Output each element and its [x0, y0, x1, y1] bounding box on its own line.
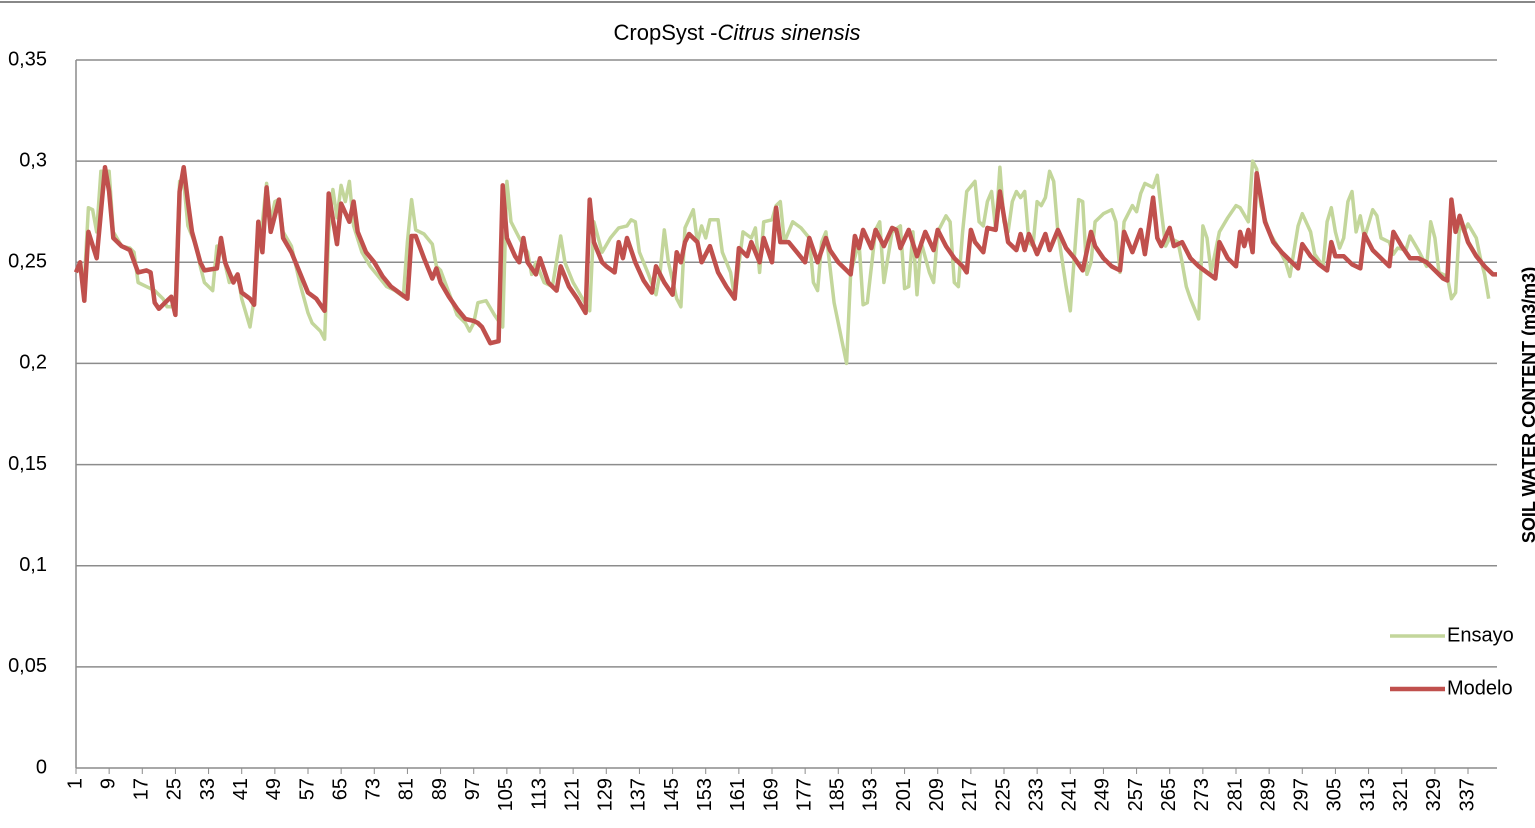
- x-tick-label: 9: [97, 778, 119, 789]
- x-tick-label: 25: [164, 778, 186, 800]
- title-italic: Citrus sinensis: [717, 20, 860, 45]
- x-tick-label: 97: [462, 778, 484, 800]
- x-tick-label: 169: [760, 778, 782, 811]
- x-tick-label: 73: [363, 778, 385, 800]
- x-tick-label: 313: [1357, 778, 1379, 811]
- y-tick-label: 0,1: [19, 554, 47, 576]
- x-tick-label: 137: [628, 778, 650, 811]
- x-tick-label: 209: [926, 778, 948, 811]
- x-tick-label: 113: [528, 778, 550, 810]
- y-tick-label: 0,15: [8, 453, 47, 475]
- x-tick-label: 153: [694, 778, 716, 811]
- x-tick-label: 105: [495, 778, 517, 811]
- y-tick-label: 0,25: [8, 251, 47, 273]
- x-tick-label: 233: [1025, 778, 1047, 811]
- x-tick-label: 129: [595, 778, 617, 811]
- legend-label: Modelo: [1447, 677, 1513, 699]
- x-tick-label: 121: [561, 778, 583, 811]
- x-tick-label: 273: [1191, 778, 1213, 811]
- x-tick-label: 265: [1158, 778, 1180, 811]
- x-tick-label: 193: [860, 778, 882, 811]
- x-tick-label: 65: [329, 778, 351, 800]
- x-tick-label: 321: [1390, 778, 1412, 811]
- y-tick-label: 0,2: [19, 352, 47, 374]
- x-tick-label: 33: [197, 778, 219, 800]
- y-tick-label: 0,3: [19, 149, 47, 171]
- x-tick-label: 297: [1291, 778, 1313, 811]
- x-tick-label: 177: [793, 778, 815, 811]
- x-tick-label: 89: [429, 778, 451, 800]
- y-tick-label: 0: [36, 756, 47, 778]
- x-tick-label: 57: [296, 778, 318, 800]
- x-tick-label: 49: [263, 778, 285, 800]
- series-line: [73, 164, 1497, 346]
- y-tick-label: 0,05: [8, 655, 47, 677]
- x-tick-label: 201: [893, 778, 915, 811]
- x-tick-label: 1: [64, 778, 86, 789]
- chart-title: CropSyst -Citrus sinensis: [614, 20, 861, 45]
- x-tick-label: 241: [1059, 778, 1081, 811]
- x-tick-label: 145: [661, 778, 683, 811]
- x-tick-label: 337: [1456, 778, 1478, 811]
- x-tick-label: 305: [1324, 778, 1346, 811]
- x-tick-label: 329: [1423, 778, 1445, 811]
- title-text: CropSyst -: [614, 20, 718, 45]
- x-tick-label: 185: [827, 778, 849, 811]
- x-tick-label: 41: [230, 778, 252, 800]
- x-tick-label: 225: [992, 778, 1014, 811]
- y-tick-label: 0,35: [8, 48, 47, 70]
- x-tick-label: 81: [396, 778, 418, 800]
- x-tick-label: 161: [727, 778, 749, 811]
- x-tick-label: 217: [959, 778, 981, 811]
- x-tick-label: 249: [1092, 778, 1114, 811]
- x-tick-label: 289: [1257, 778, 1279, 811]
- legend-label: Ensayo: [1447, 624, 1514, 646]
- y-axis-label: SOIL WATER CONTENT (m3/m3): [1519, 267, 1535, 543]
- x-tick-label: 17: [131, 778, 153, 800]
- x-tick-label: 281: [1224, 778, 1246, 811]
- x-tick-label: 257: [1125, 778, 1147, 811]
